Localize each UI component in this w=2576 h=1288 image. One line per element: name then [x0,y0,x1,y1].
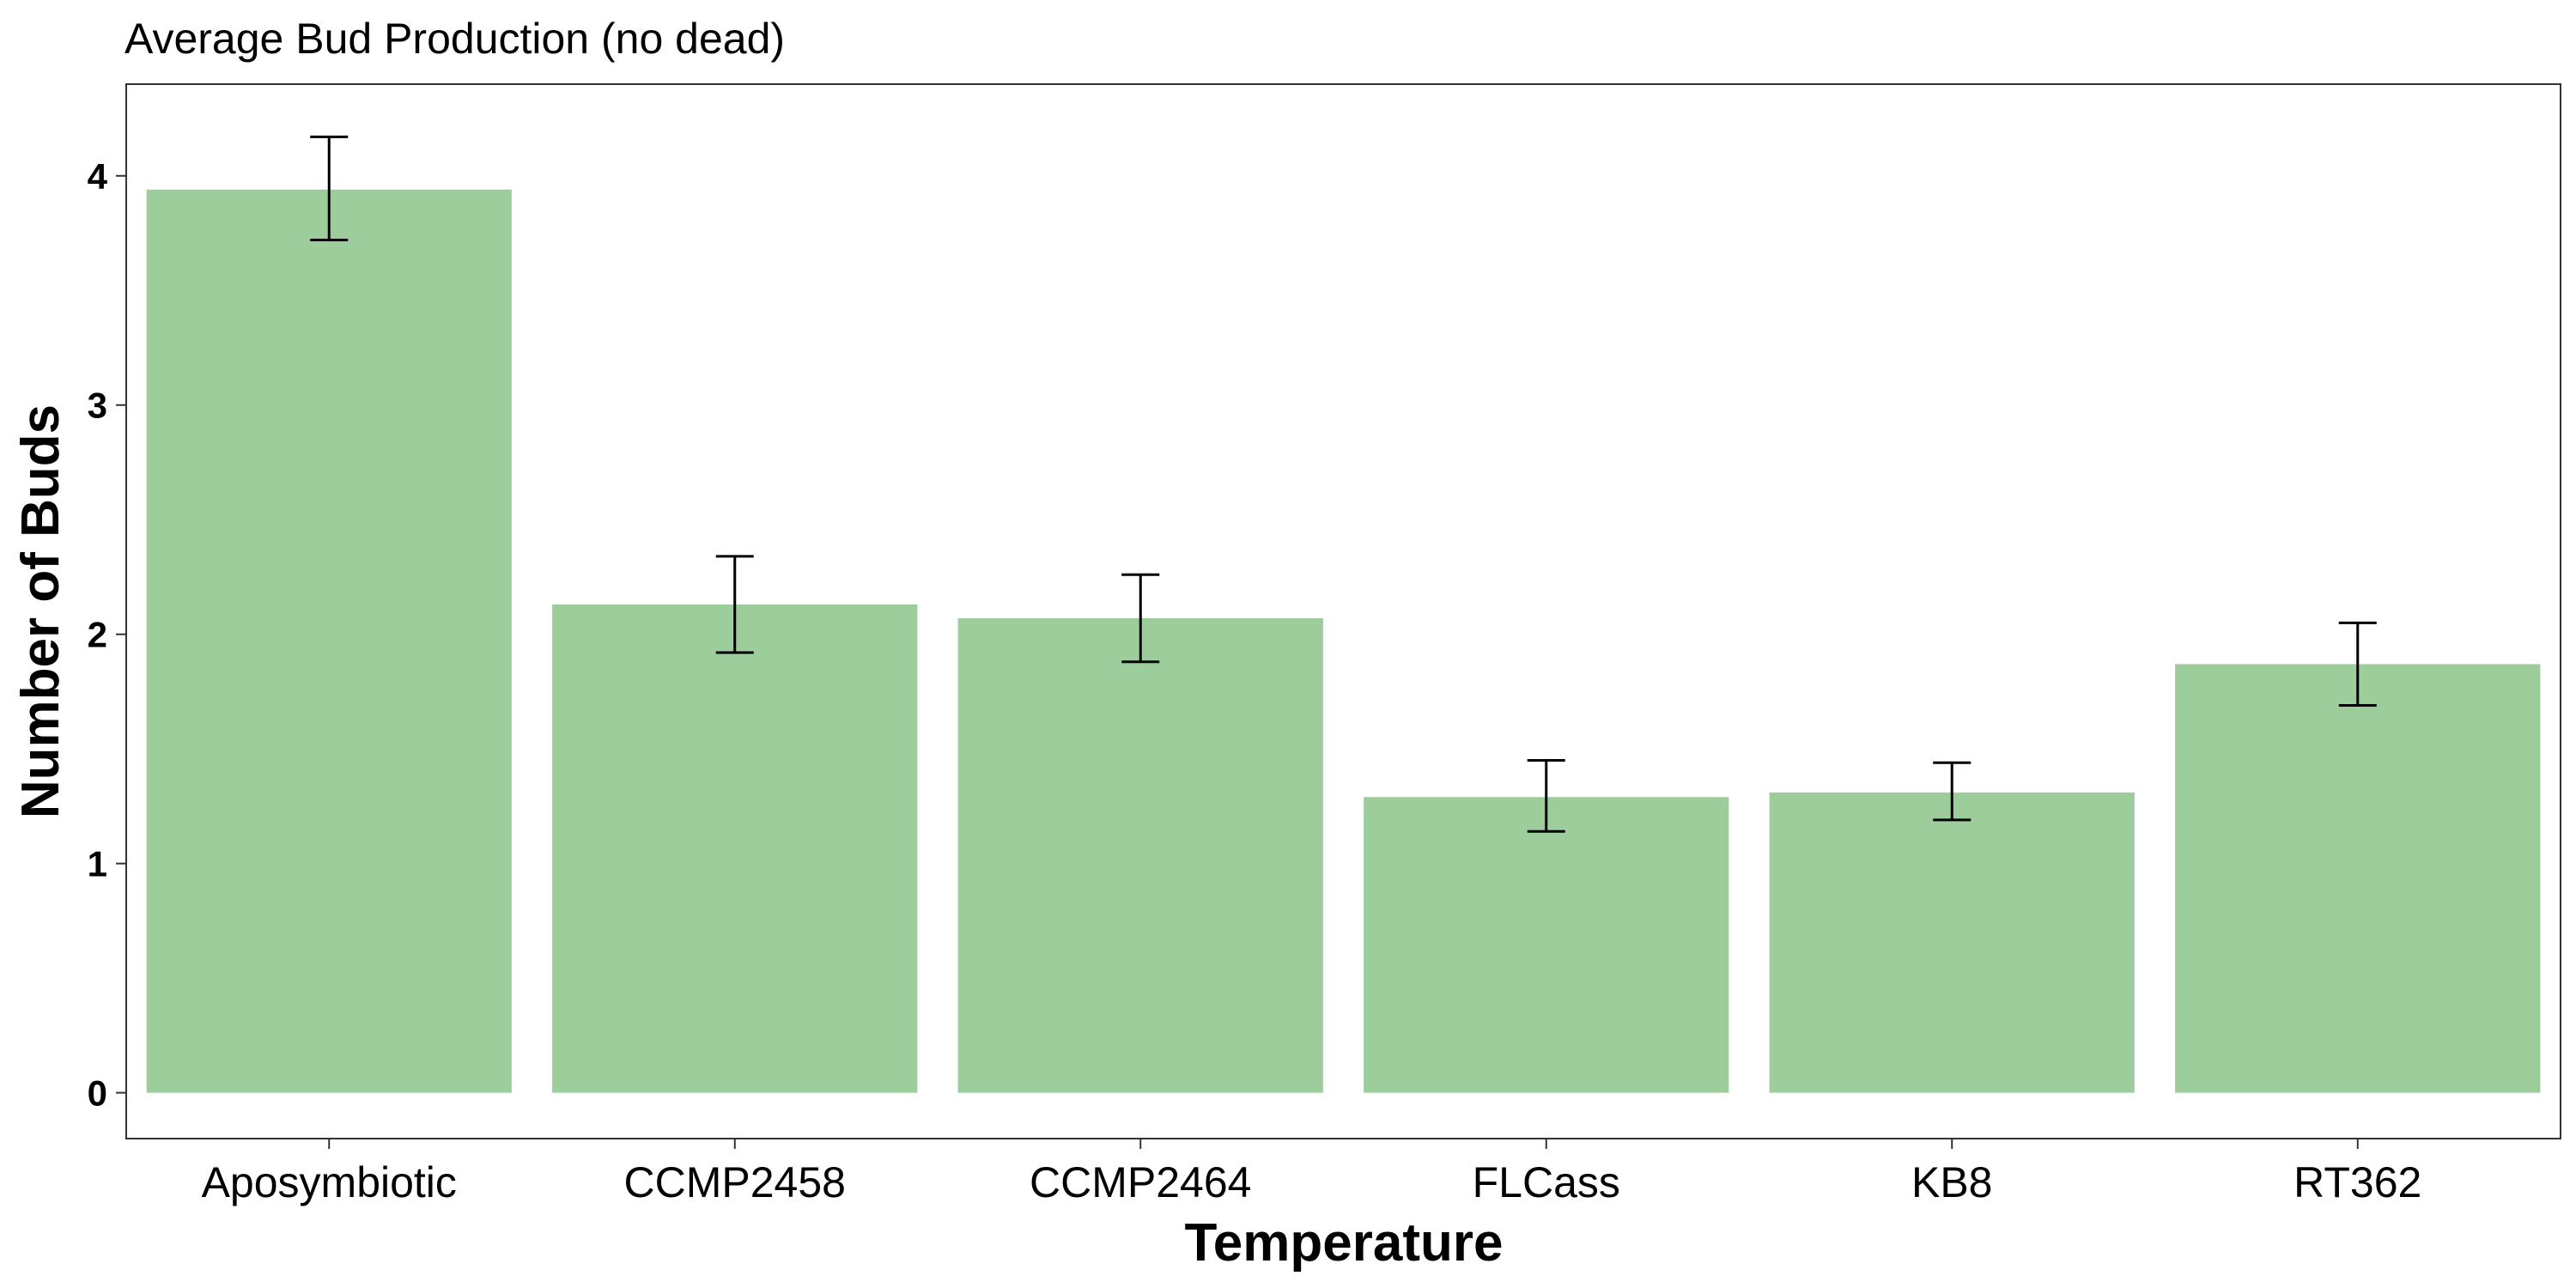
error-bar-kb8 [1933,761,1971,822]
y-tick-label: 4 [88,156,108,197]
bar-aposymbiotic [146,189,512,1093]
y-tick-label: 2 [88,615,107,655]
error-bar-flcass [1527,759,1565,833]
y-tick-label: 3 [88,386,107,426]
x-tick-label: CCMP2458 [624,1158,846,1206]
x-tick-label: FLCass [1473,1158,1620,1206]
error-bar-rt362 [2338,621,2377,707]
x-axis-title: Temperature [1185,1213,1504,1273]
bar-ccmp2458 [552,604,918,1093]
x-tick-label: KB8 [1911,1158,1993,1206]
error-bar-ccmp2458 [715,555,754,654]
bar-ccmp2464 [957,618,1323,1093]
y-axis: 0 1 2 3 4 [88,156,126,1114]
bar-flcass [1364,797,1729,1093]
error-bar-aposymbiotic [310,135,349,242]
error-bar-ccmp2464 [1121,573,1160,664]
y-axis-title: Number of Buds [11,404,70,818]
chart-title: Average Bud Production (no dead) [125,15,785,63]
bar-rt362 [2175,664,2541,1093]
bars-group [146,189,2541,1093]
y-tick-label: 0 [88,1073,107,1114]
x-tick-label: RT362 [2293,1158,2421,1206]
x-axis: Aposymbiotic CCMP2458 CCMP2464 FLCass KB8 RT3… [202,1139,2421,1206]
x-tick-label: CCMP2464 [1030,1158,1251,1206]
error-bars-group [310,135,2377,833]
plot-panel-border [125,83,2561,1139]
x-tick-label: Aposymbiotic [202,1158,457,1206]
y-tick-label: 1 [88,844,107,884]
bar-kb8 [1769,792,2135,1093]
